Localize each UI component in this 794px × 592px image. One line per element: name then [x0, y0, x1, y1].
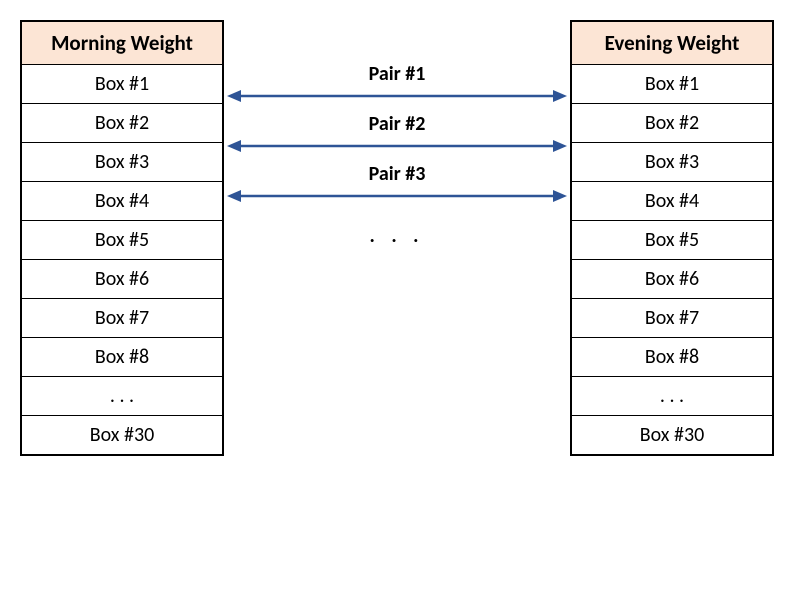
pair-label: Pair #1 — [222, 62, 572, 86]
connector-row: Pair #1 — [222, 62, 572, 112]
table-row: Box #30 — [571, 416, 773, 456]
table-row: Box #7 — [571, 299, 773, 338]
morning-header: Morning Weight — [21, 21, 223, 65]
table-row: Box #2 — [21, 104, 223, 143]
table-row: Box #4 — [571, 182, 773, 221]
pair-label: Pair #2 — [222, 112, 572, 136]
table-row: Box #1 — [21, 65, 223, 104]
table-row: Box #6 — [21, 260, 223, 299]
connector-row: Pair #2 — [222, 112, 572, 162]
table-row: Box #30 — [21, 416, 223, 456]
table-row: . . . — [21, 377, 223, 416]
connector-row: Pair #3 — [222, 162, 572, 212]
paired-tables-diagram: Morning Weight Box #1 Box #2 Box #3 Box … — [20, 20, 774, 572]
table-row: Box #5 — [571, 221, 773, 260]
evening-header: Evening Weight — [571, 21, 773, 65]
table-row: Box #1 — [571, 65, 773, 104]
table-row: Box #7 — [21, 299, 223, 338]
table-row: Box #3 — [21, 143, 223, 182]
pair-label: Pair #3 — [222, 162, 572, 186]
table-row: Box #3 — [571, 143, 773, 182]
double-arrow-icon — [227, 138, 567, 154]
connector-ellipsis: . . . — [222, 224, 572, 248]
evening-weight-table: Evening Weight Box #1 Box #2 Box #3 Box … — [570, 20, 774, 456]
table-row: . . . — [571, 377, 773, 416]
table-row: Box #5 — [21, 221, 223, 260]
double-arrow-icon — [227, 188, 567, 204]
table-row: Box #6 — [571, 260, 773, 299]
table-row: Box #8 — [21, 338, 223, 377]
double-arrow-icon — [227, 88, 567, 104]
table-row: Box #8 — [571, 338, 773, 377]
morning-weight-table: Morning Weight Box #1 Box #2 Box #3 Box … — [20, 20, 224, 456]
table-row: Box #4 — [21, 182, 223, 221]
table-row: Box #2 — [571, 104, 773, 143]
connector-area: Pair #1 Pair #2 Pair #3 — [222, 62, 572, 248]
